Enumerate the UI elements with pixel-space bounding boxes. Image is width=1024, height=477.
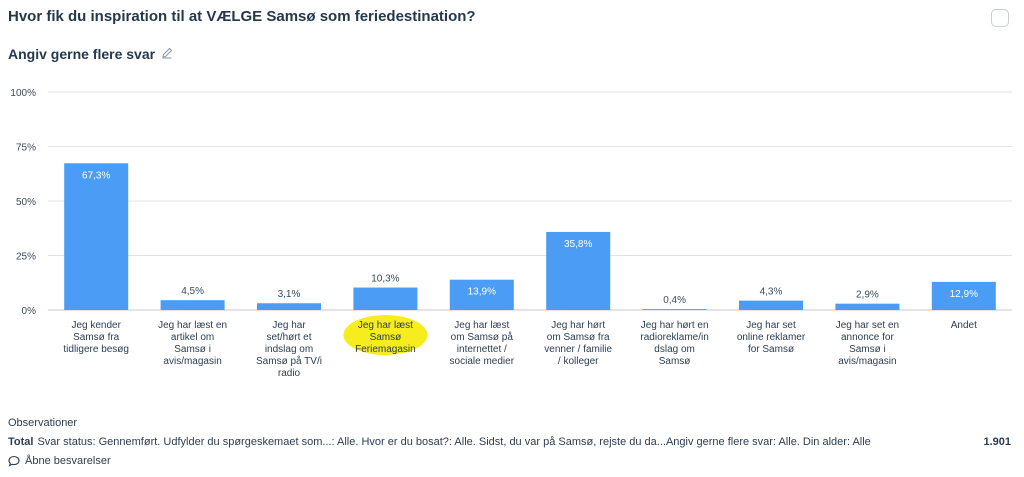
data-label: 10,3% [371, 274, 399, 285]
data-label: 35,8% [564, 239, 592, 250]
x-tick-label: Jeg har set [746, 320, 796, 331]
x-tick-label: internettet / [457, 344, 507, 355]
x-tick-label: om Samsø på [451, 331, 514, 343]
x-tick-label: Jeg har hørt [551, 320, 605, 331]
x-tick-label: Samsø [370, 332, 402, 343]
data-label: 4,3% [760, 287, 783, 298]
y-tick-label: 0% [22, 306, 37, 317]
subtitle-text: Angiv gerne flere svar [8, 46, 156, 62]
bar [931, 281, 996, 310]
x-tick-label: Jeg har læst [454, 320, 509, 331]
x-tick-label: Jeg har læst [358, 320, 413, 331]
x-tick-label: Jeg har [272, 320, 306, 331]
total-filter-text: Svar status: Gennemført. Udfylder du spø… [37, 436, 871, 448]
bar [739, 300, 803, 310]
total-count: 1.901 [983, 436, 1011, 448]
bar [835, 303, 900, 310]
bar [353, 287, 418, 310]
x-tick-label: Andet [951, 320, 977, 331]
open-answers-link[interactable]: Åbne besvarelser [8, 455, 111, 467]
data-label: 13,9% [468, 287, 496, 298]
x-tick-label: Jeg har læst en [158, 320, 227, 331]
x-tick-label: Jeg har set en [836, 320, 899, 331]
y-tick-label: 75% [16, 143, 36, 154]
x-tick-label: Samsø i [849, 344, 886, 355]
x-tick-label: / kolleger [558, 356, 599, 367]
data-label: 0,4% [663, 295, 686, 306]
x-tick-label: Jeg har hørt en [641, 320, 709, 331]
data-label: 3,1% [278, 289, 301, 300]
x-tick-label: Feriemagasin [355, 344, 416, 355]
data-label: 12,9% [950, 289, 978, 300]
x-tick-label: Jeg kender [71, 320, 121, 331]
speech-bubble-icon [8, 455, 20, 467]
bar [160, 300, 225, 310]
observations-label: Observationer [8, 417, 78, 429]
x-tick-label: artikel om [171, 332, 214, 343]
x-tick-label: indslag om [265, 344, 313, 355]
bar [64, 163, 129, 310]
x-tick-label: avis/magasin [163, 356, 221, 367]
x-tick-label: Samsø [659, 356, 691, 367]
x-tick-label: venner / familie [544, 344, 612, 355]
highlight-mark [343, 315, 428, 355]
question-subtitle: Angiv gerne flere svar [8, 46, 173, 62]
x-tick-label: Samsø i [174, 344, 211, 355]
x-tick-label: Samsø fra [73, 332, 120, 343]
x-tick-label: online reklamer [737, 332, 806, 343]
bar [546, 231, 611, 310]
data-label: 2,9% [856, 290, 879, 301]
x-tick-label: annonce for [841, 332, 894, 343]
pencil-icon[interactable] [161, 46, 173, 62]
x-tick-label: avis/magasin [838, 356, 896, 367]
x-tick-label: radioreklame/in [640, 332, 708, 343]
bar [449, 279, 514, 310]
x-tick-label: Samsø på TV/i [256, 355, 322, 367]
y-tick-label: 50% [16, 197, 36, 208]
x-tick-label: set/hørt et [266, 332, 311, 343]
x-tick-label: for Samsø [748, 344, 794, 355]
y-tick-label: 100% [10, 88, 36, 99]
x-tick-label: sociale medier [450, 356, 515, 367]
data-label: 4,5% [181, 286, 204, 297]
x-tick-label: dslag om [654, 344, 695, 355]
y-tick-label: 25% [16, 252, 36, 263]
total-label: Total [8, 436, 34, 448]
x-tick-label: om Samsø fra [547, 332, 610, 343]
bar [257, 303, 321, 310]
select-checkbox[interactable] [991, 9, 1009, 27]
question-title: Hvor fik du inspiration til at VÆLGE Sam… [8, 8, 476, 25]
bar [642, 309, 707, 310]
data-label: 67,3% [82, 170, 110, 181]
open-answers-label: Åbne besvarelser [25, 455, 111, 467]
x-tick-label: tidligere besøg [63, 344, 129, 355]
total-row: Total Svar status: Gennemført. Udfylder d… [8, 436, 871, 448]
x-tick-label: radio [278, 368, 301, 379]
